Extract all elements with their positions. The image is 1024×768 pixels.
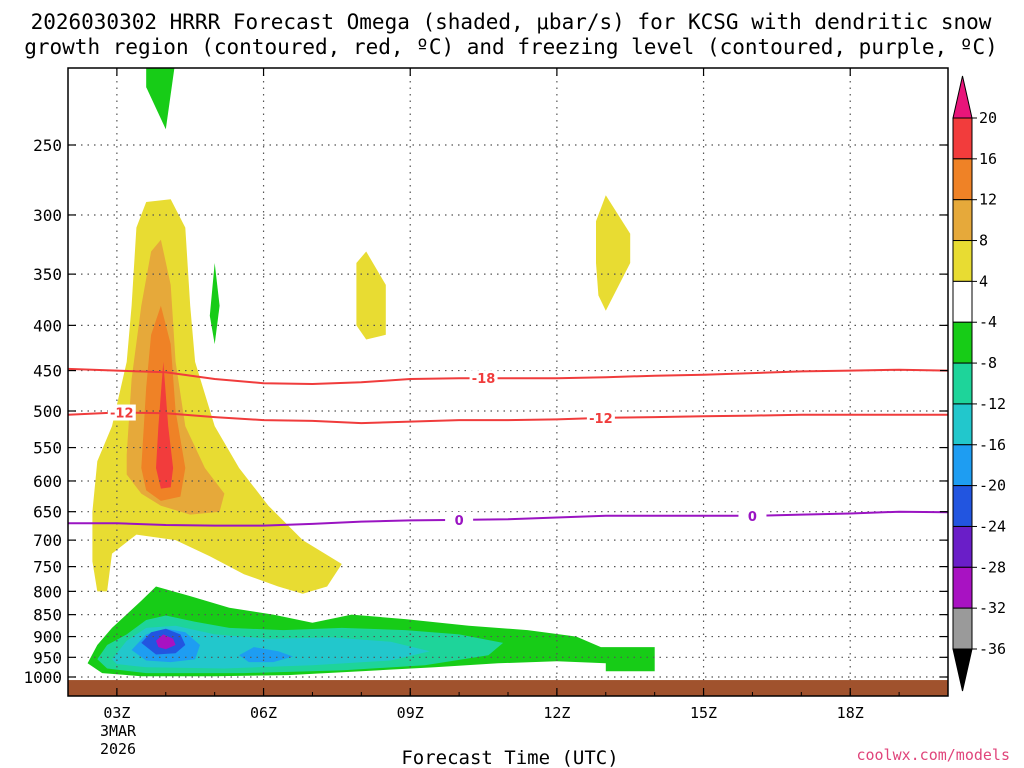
colorbar-bin-6 [952, 362, 973, 405]
colorbar-label-5: -4 [979, 313, 997, 331]
contour-label-dgz-minus18-0: -18 [472, 372, 496, 387]
colorbar-label-12: -32 [979, 599, 1006, 617]
colorbar-bin-11 [952, 566, 973, 609]
colorbar-top-arrow [952, 75, 973, 119]
contour-label-freezing-level-0-1: 0 [748, 510, 757, 525]
omega-region-small-green-sliver [209, 263, 220, 345]
colorbar-label-1: 16 [979, 150, 997, 168]
colorbar-bin-9 [952, 485, 973, 527]
x-tick-label-12Z: 12Z [543, 704, 570, 722]
y-tick-label-400: 400 [33, 316, 62, 335]
x-axis: 03Z 06Z 09Z 12Z 15Z 18Z [67, 68, 949, 722]
ground-surface [68, 680, 948, 696]
contour-dgz-minus12 [68, 411, 948, 425]
y-tick-label-1000: 1000 [23, 668, 62, 687]
x-tick-label-15Z: 15Z [690, 704, 717, 722]
y-axis: 250 300 350 400 450 500 550 600 650 700 750 800 850 9… [23, 136, 948, 687]
omega-region-yellow-blob-13z [596, 195, 631, 311]
contour-label-bg-dgz-minus12-0 [107, 404, 136, 421]
x-tick-label-09Z: 09Z [397, 704, 424, 722]
contour-dgz-minus18 [68, 367, 948, 386]
y-tick-label-950: 950 [33, 648, 62, 667]
y-tick-label-300: 300 [33, 206, 62, 225]
contour-label-bg-dgz-minus12-1 [586, 409, 615, 426]
contour-label-dgz-minus12-0: -12 [110, 407, 134, 422]
x-tick-label-03Z: 03Z [103, 704, 130, 722]
contour-label-bg-dgz-minus18-0 [469, 370, 498, 387]
omega-region-main-red-core [156, 361, 174, 489]
colorbar-bin-5 [952, 321, 973, 364]
y-tick-label-750: 750 [33, 558, 62, 577]
y-tick-label-700: 700 [33, 531, 62, 550]
y-tick-label-350: 350 [33, 265, 62, 284]
contour-label-freezing-level-0-0: 0 [455, 514, 464, 529]
y-tick-label-550: 550 [33, 439, 62, 458]
colorbar-label-6: -8 [979, 354, 997, 372]
x-axis-date-line2: 2026 [100, 740, 136, 758]
colorbar-label-13: -36 [979, 640, 1006, 658]
y-tick-label-900: 900 [33, 628, 62, 647]
plot-area-background [68, 68, 948, 696]
credit-text[interactable]: coolwx.com/models [856, 746, 1010, 764]
colorbar-bin-0 [952, 117, 973, 160]
chart-title-line2: growth region (contoured, red, ºC) and f… [24, 35, 998, 59]
temperature-contours: -18 -12 -12 0 0 [68, 367, 948, 529]
x-tick-label-06Z: 06Z [250, 704, 277, 722]
omega-shading-layer [87, 68, 655, 677]
y-tick-label-500: 500 [33, 402, 62, 421]
x-tick-label-18Z: 18Z [837, 704, 864, 722]
y-tick-label-600: 600 [33, 472, 62, 491]
colorbar-bin-2 [952, 199, 973, 242]
colorbar: 20 16 12 8 4 -4 -8 -12 -16 -20 -24 -28 -32 -36 [952, 75, 1006, 692]
contour-label-dgz-minus12-1: -12 [589, 412, 613, 427]
colorbar-bin-8 [952, 444, 973, 487]
contour-freezing-level-0 [68, 510, 948, 527]
contour-label-bg-freezing-level-0-0 [445, 511, 474, 528]
y-tick-label-850: 850 [33, 606, 62, 625]
gridlines [68, 68, 948, 696]
terrain-layer [68, 680, 948, 696]
colorbar-label-4: 4 [979, 272, 988, 290]
omega-region-low-level-purple-core [156, 634, 176, 650]
omega-region-blue-blob-06z [239, 647, 293, 663]
colorbar-label-8: -16 [979, 436, 1006, 454]
colorbar-label-9: -20 [979, 477, 1006, 495]
colorbar-bin-12 [952, 607, 973, 650]
colorbar-label-0: 20 [979, 109, 997, 127]
colorbar-bin-1 [952, 158, 973, 201]
colorbar-label-7: -12 [979, 395, 1006, 413]
colorbar-label-11: -28 [979, 558, 1006, 576]
colorbar-bin-10 [952, 525, 973, 568]
x-axis-label: Forecast Time (UTC) [401, 747, 618, 768]
colorbar-bottom-arrow [952, 648, 973, 692]
x-axis-date-line1: 3MAR [100, 722, 137, 740]
colorbar-bin-4 [952, 280, 973, 323]
colorbar-bin-7 [952, 403, 973, 446]
colorbar-label-10: -24 [979, 517, 1006, 535]
y-tick-label-650: 650 [33, 503, 62, 522]
colorbar-bin-3 [952, 240, 973, 282]
y-tick-label-450: 450 [33, 362, 62, 381]
y-tick-label-250: 250 [33, 136, 62, 155]
chart-title-line1: 2026030302 HRRR Forecast Omega (shaded, … [31, 10, 992, 34]
omega-region-yellow-blob-08z [356, 251, 386, 340]
colorbar-label-3: 8 [979, 232, 988, 250]
colorbar-label-2: 12 [979, 191, 997, 209]
omega-region-upper-green-blob [146, 68, 175, 130]
contour-label-bg-freezing-level-0-1 [738, 507, 767, 524]
y-tick-label-800: 800 [33, 582, 62, 601]
